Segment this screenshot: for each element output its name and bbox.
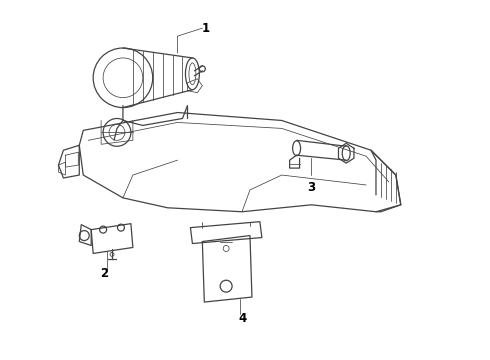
Text: 1: 1 [201,22,209,35]
Text: 4: 4 [239,312,247,325]
Text: 2: 2 [100,267,108,280]
Text: 3: 3 [307,181,316,194]
